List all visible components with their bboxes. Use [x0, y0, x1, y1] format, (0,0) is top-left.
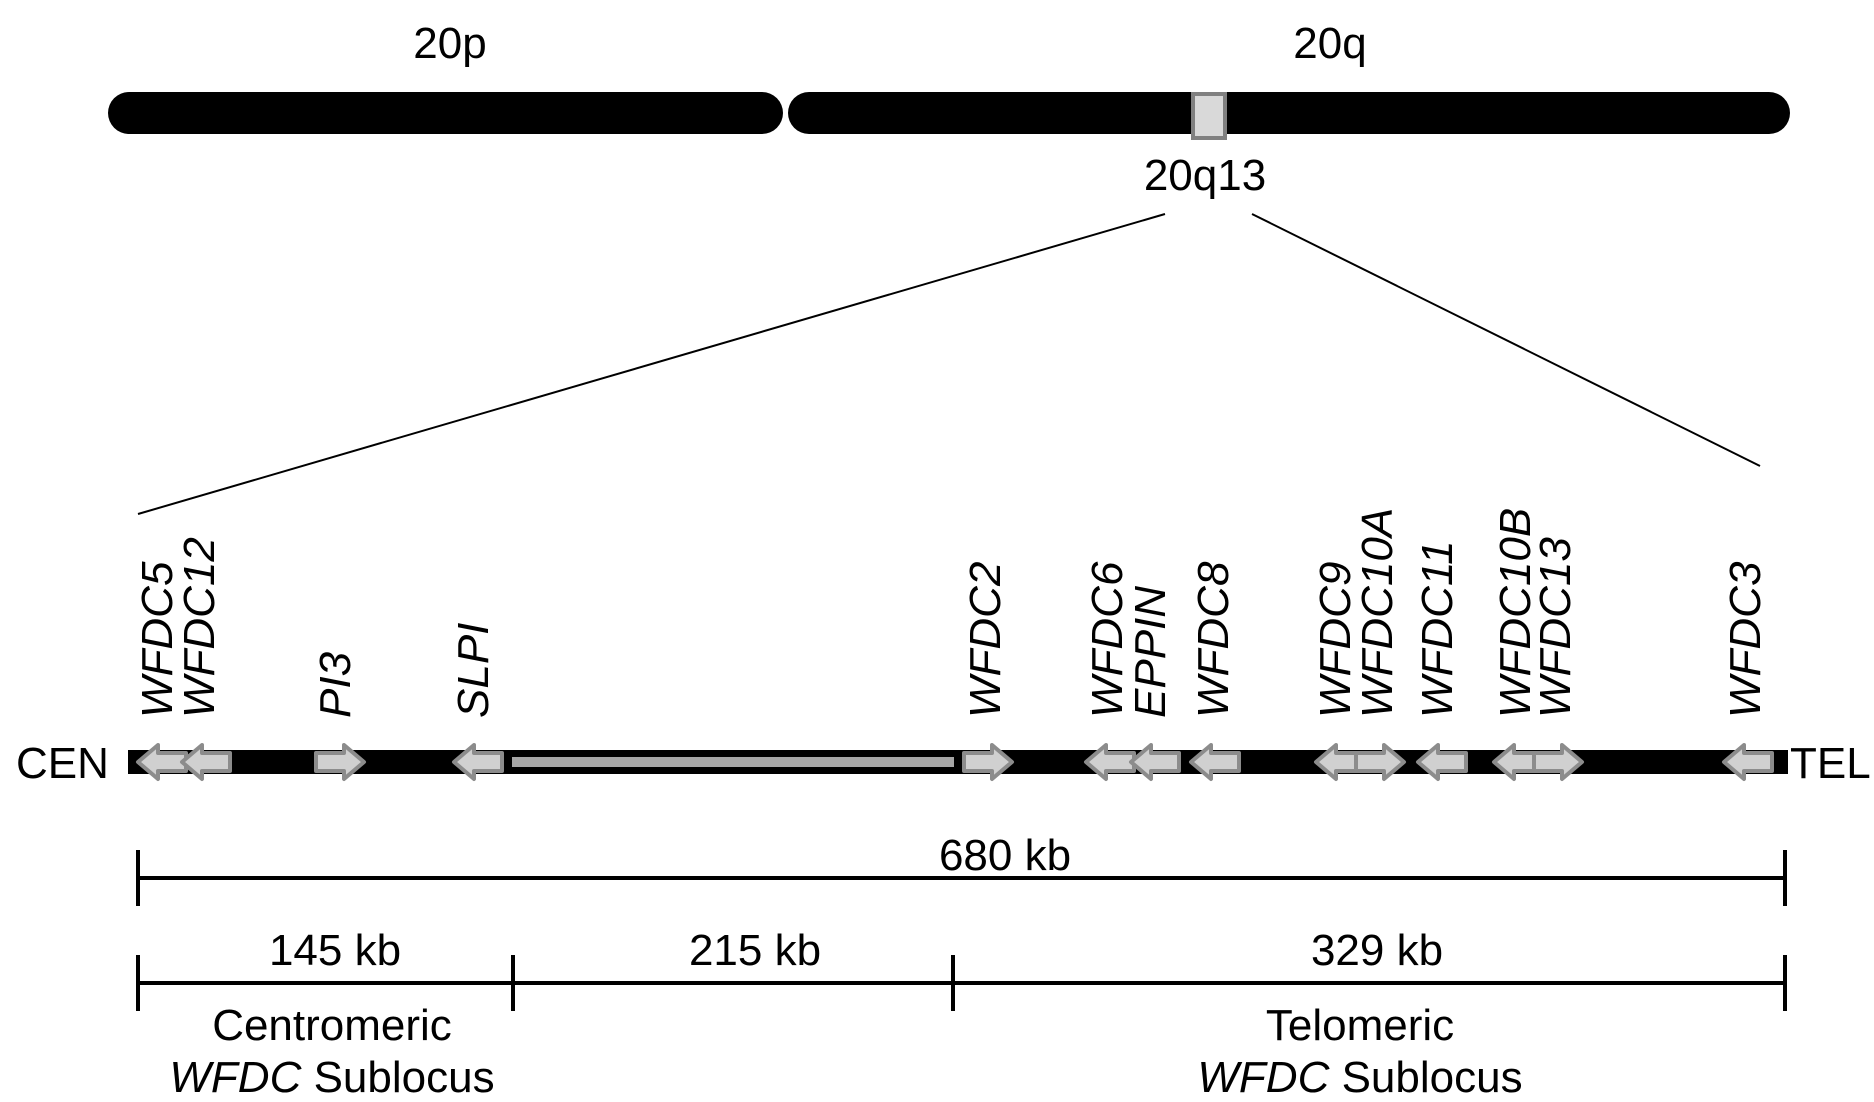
- band-label: 20q13: [1144, 151, 1266, 200]
- chromosome-ideogram: 20p 20q 20q13: [108, 19, 1790, 200]
- centromeric-sublocus-line1: Centromeric: [212, 1001, 452, 1050]
- telomeric-sublocus-rest: Sublocus: [1329, 1053, 1522, 1102]
- gene-label-pi3: PI3: [311, 651, 360, 718]
- gene-arrow-wfdc5: [136, 743, 188, 781]
- gene-arrows: [136, 743, 1774, 781]
- gene-label-wfdc13: WFDC13: [1531, 537, 1580, 718]
- band-20q13-marker: [1191, 92, 1227, 140]
- tel-label: TEL: [1790, 739, 1871, 788]
- segment-label-centromeric: 145 kb: [269, 926, 401, 975]
- cen-label: CEN: [16, 739, 109, 788]
- gene-label-wfdc12: WFDC12: [175, 537, 224, 718]
- gene-arrow-wfdc11: [1416, 743, 1468, 781]
- segment-label-gap: 215 kb: [689, 926, 821, 975]
- telomeric-sublocus-line2: WFDC Sublocus: [1197, 1053, 1522, 1102]
- gene-arrow-slpi: [452, 743, 504, 781]
- gene-arrow-wfdc12: [180, 743, 232, 781]
- centromeric-sublocus-rest: Sublocus: [301, 1053, 494, 1102]
- gene-label-wfdc5: WFDC5: [133, 561, 182, 718]
- gene-label-wfdc3: WFDC3: [1721, 561, 1770, 718]
- gene-arrow-eppin: [1129, 743, 1181, 781]
- zoom-line-left: [137, 213, 1166, 515]
- centromeric-sublocus-wfdc: WFDC: [169, 1053, 302, 1102]
- locus-gap-segment: [512, 757, 954, 767]
- arm-p-bar: [108, 92, 783, 134]
- scale-bars: [136, 850, 1787, 1011]
- gene-label-wfdc10b: WFDC10B: [1491, 508, 1540, 718]
- centromeric-sublocus-line2: WFDC Sublocus: [169, 1053, 494, 1102]
- gene-arrow-wfdc3: [1722, 743, 1774, 781]
- telomeric-sublocus-line1: Telomeric: [1266, 1001, 1454, 1050]
- gene-label-wfdc8: WFDC8: [1189, 561, 1238, 718]
- gene-label-wfdc10a: WFDC10A: [1353, 508, 1402, 718]
- arm-q-bar: [788, 92, 1790, 134]
- arm-p-label: 20p: [413, 19, 486, 68]
- gene-label-eppin: EPPIN: [1126, 586, 1175, 718]
- gene-label-wfdc6: WFDC6: [1083, 561, 1132, 718]
- gene-arrow-pi3: [314, 743, 366, 781]
- gene-label-wfdc2: WFDC2: [961, 562, 1010, 718]
- gene-label-wfdc11: WFDC11: [1413, 540, 1462, 718]
- zoom-line-right: [1251, 213, 1761, 467]
- telomeric-sublocus-wfdc: WFDC: [1197, 1053, 1330, 1102]
- gene-arrow-wfdc13: [1532, 743, 1584, 781]
- segment-label-telomeric: 329 kb: [1311, 926, 1443, 975]
- gene-arrow-wfdc8: [1189, 743, 1241, 781]
- gene-label-slpi: SLPI: [449, 623, 498, 718]
- gene-label-wfdc9: WFDC9: [1311, 562, 1360, 718]
- gene-arrow-wfdc6: [1084, 743, 1136, 781]
- arm-q-label: 20q: [1293, 19, 1366, 68]
- gene-arrow-wfdc10a: [1354, 743, 1406, 781]
- gene-arrow-wfdc2: [962, 743, 1014, 781]
- total-scale-label: 680 kb: [939, 831, 1071, 880]
